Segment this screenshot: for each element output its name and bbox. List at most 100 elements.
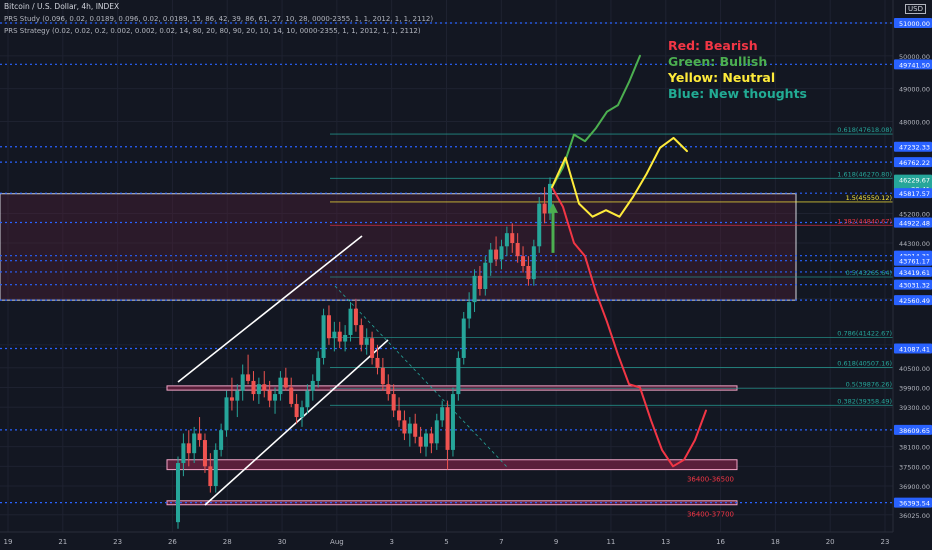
price-tick: 49000.00 [899, 86, 930, 94]
candle-body [407, 423, 412, 434]
candle-body [413, 423, 418, 437]
candle-body [483, 262, 488, 289]
time-tick: 9 [554, 538, 558, 546]
price-label: 43031.32 [899, 282, 930, 290]
candle-body [262, 384, 267, 391]
price-tick: 36900.00 [899, 483, 930, 491]
candle-body [370, 338, 375, 358]
candle-body [289, 387, 294, 404]
candle-body [321, 315, 326, 358]
candle-body [326, 315, 331, 339]
candle-body [515, 243, 520, 257]
time-tick: 11 [606, 538, 615, 546]
candle-body [251, 380, 256, 395]
price-tick: 38100.00 [899, 444, 930, 452]
candle-body [488, 249, 493, 263]
price-tick: 48000.00 [899, 119, 930, 127]
fib-level-label: 0.5(43265.64) [846, 269, 892, 277]
candle-body [219, 430, 224, 450]
price-label-bg [894, 279, 932, 290]
price-tick: 44300.00 [899, 240, 930, 248]
price-label-bg [894, 343, 932, 354]
up-arrow-head [548, 202, 558, 213]
fib-level-label: 1.618(46270.80) [837, 170, 892, 178]
time-tick: 20 [826, 538, 835, 546]
candle-body [343, 334, 348, 342]
time-tick: Aug [330, 538, 344, 546]
price-label: 49741.50 [899, 61, 930, 69]
candle-body [429, 433, 434, 444]
candle-body [305, 390, 310, 408]
price-label: 43761.17 [899, 258, 930, 266]
candle-body [418, 436, 423, 447]
price-label: 43419.61 [899, 269, 930, 277]
candle-body [391, 394, 396, 411]
candle-body [477, 275, 482, 289]
candle-body [499, 246, 504, 260]
candle-body [213, 449, 218, 487]
fib-level-label: 1.5(45550.12) [846, 194, 892, 202]
currency-badge[interactable]: USD [905, 4, 926, 14]
candle-body [472, 275, 477, 303]
scenario-path-2 [551, 136, 688, 218]
candle-body [353, 308, 358, 326]
price-label: 38609.65 [899, 427, 930, 435]
price-label: 47232.33 [899, 144, 930, 152]
candle-body [235, 390, 240, 401]
scenario-path-0 [551, 186, 707, 468]
candle-body [467, 302, 472, 319]
price-label-bg [894, 497, 932, 508]
time-tick: 3 [389, 538, 393, 546]
prs-strategy-label[interactable]: PRS Strategy (0.02, 0.02, 0.2, 0.002, 0.… [4, 27, 421, 35]
candle-body [300, 407, 304, 418]
price-label: 44922.48 [899, 220, 930, 228]
candle-body [337, 331, 342, 342]
candle-body [224, 397, 229, 431]
price-axis[interactable]: 51000.00 50000.00 49000.00 48000.00 45200.00… [892, 0, 932, 550]
time-axis[interactable]: 19 21 23 26 28 30 Aug 3 5 7 9 11 13 16 18 20 23 [0, 531, 932, 550]
candle-body [450, 394, 455, 450]
candle-body [186, 443, 191, 454]
candle-body [267, 390, 272, 401]
fibonacci-levels: 0.618(47618.08) 1.618(46270.80) 1.5(45550.… [330, 126, 893, 406]
time-tick: 13 [661, 538, 670, 546]
zone-label: 36400-37700 [687, 511, 734, 519]
candle-body [521, 256, 526, 266]
prs-study-label[interactable]: PRS Study (0.096, 0.02, 0.0189, 0.096, 0… [4, 15, 434, 23]
up-arrow-icon [548, 202, 558, 253]
time-tick: 7 [499, 538, 503, 546]
price-label-bg [894, 59, 932, 70]
candle-body [386, 384, 391, 395]
time-tick: 30 [278, 538, 287, 546]
price-label-bg [894, 157, 932, 168]
candle-body [380, 367, 385, 385]
time-tick: 5 [444, 538, 448, 546]
price-tick: 50000.00 [899, 53, 930, 61]
candle-body [402, 420, 407, 434]
candle-body [278, 377, 283, 395]
candle-body [273, 394, 278, 401]
price-tick: 40500.00 [899, 365, 930, 373]
time-tick: 28 [223, 538, 232, 546]
price-label-bg [894, 266, 932, 277]
candle-body [375, 357, 380, 368]
candle-body [202, 440, 207, 467]
symbol-title: Bitcoin / U.S. Dollar, 4h, INDEX [4, 2, 120, 11]
price-label: 46229.67 [899, 177, 930, 185]
zone-label: 36400-36500 [687, 476, 734, 484]
time-tick: 16 [716, 538, 725, 546]
candle-body [364, 338, 369, 345]
candle-body [434, 420, 439, 444]
candle-body [440, 407, 445, 421]
candle-body [397, 410, 402, 421]
legend-item: Yellow: Neutral [667, 70, 775, 85]
time-tick: 21 [58, 538, 67, 546]
price-tick: 36025.00 [899, 512, 930, 520]
time-tick: 19 [4, 538, 13, 546]
candle-body [537, 203, 542, 247]
candle-body [445, 407, 450, 450]
channel-line [177, 235, 363, 383]
price-label-bg [894, 17, 932, 28]
